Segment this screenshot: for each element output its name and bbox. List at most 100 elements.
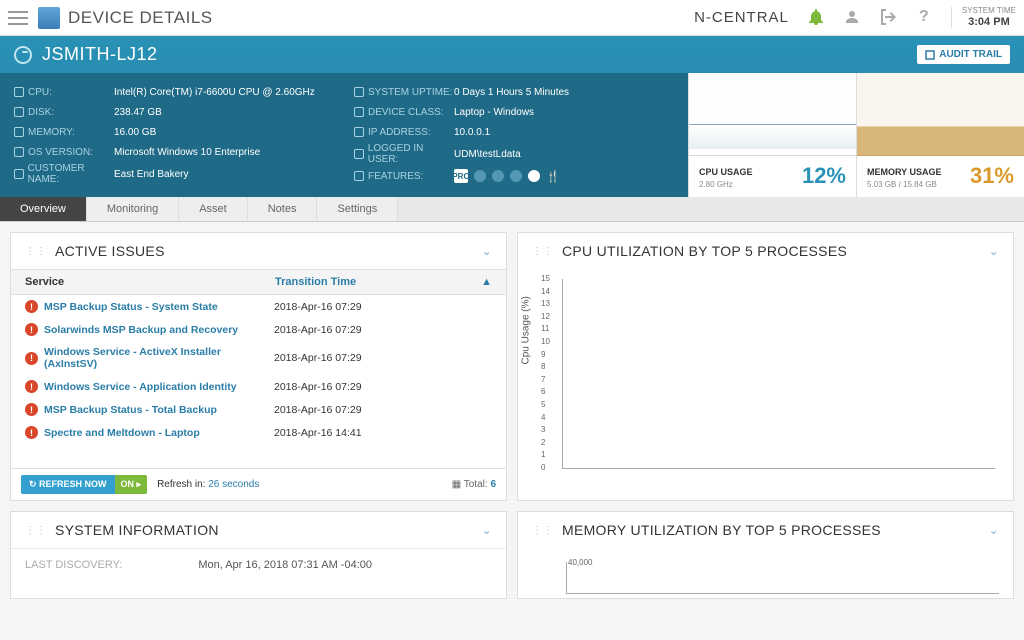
cpu-utilization-panel: ⋮⋮CPU UTILIZATION BY TOP 5 PROCESSES⌄ Cp…	[517, 232, 1014, 501]
device-name: JSMITH-LJ12	[42, 44, 158, 65]
refresh-in-label: Refresh in: 26 seconds	[157, 479, 259, 490]
cpu-icon	[14, 87, 24, 97]
transition-time: 2018-Apr-16 07:29	[274, 352, 362, 364]
auto-refresh-toggle[interactable]: ON ▸	[115, 475, 148, 494]
issues-footer: ↻ REFRESH NOW ON ▸ Refresh in: 26 second…	[11, 468, 506, 500]
error-icon: !	[25, 352, 38, 365]
issues-total: ▦ Total: 6	[452, 479, 496, 490]
collapse-icon[interactable]: ⌄	[989, 244, 999, 258]
memory-utilization-panel: ⋮⋮ MEMORY UTILIZATION BY TOP 5 PROCESSES ⌄…	[517, 511, 1014, 599]
tab-settings[interactable]: Settings	[317, 197, 398, 221]
menu-icon[interactable]	[8, 11, 28, 25]
ytick: 7	[541, 375, 545, 384]
service-link[interactable]: MSP Backup Status - System State	[44, 301, 274, 313]
cpu-usage-pct: 12%	[802, 163, 846, 189]
col-transition-time[interactable]: Transition Time	[275, 276, 481, 288]
device-header: JSMITH-LJ12 AUDIT TRAIL CPU:Intel(R) Cor…	[0, 36, 1024, 197]
memory-usage-widget: MEMORY USAGE5.03 GB / 15.84 GB 31%	[856, 73, 1024, 197]
ytick: 1	[541, 450, 545, 459]
tabs: OverviewMonitoringAssetNotesSettings	[0, 197, 1024, 222]
ytick: 5	[541, 400, 545, 409]
service-link[interactable]: MSP Backup Status - Total Backup	[44, 404, 274, 416]
panel-title: CPU UTILIZATION BY TOP 5 PROCESSES	[562, 243, 847, 259]
drag-handle-icon[interactable]: ⋮⋮	[25, 246, 47, 257]
issues-table-header: Service Transition Time ▲	[11, 269, 506, 295]
active-issues-panel: ⋮⋮ ACTIVE ISSUES ⌄ Service Transition Time…	[10, 232, 507, 501]
panel-title: ACTIVE ISSUES	[55, 243, 165, 259]
table-row: !Windows Service - Application Identity2…	[11, 375, 506, 398]
clock-icon	[14, 46, 32, 64]
drag-handle-icon[interactable]: ⋮⋮	[25, 525, 47, 536]
refresh-now-button[interactable]: ↻ REFRESH NOW	[21, 475, 115, 494]
tab-notes[interactable]: Notes	[248, 197, 318, 221]
memory-chart: 40,000	[518, 548, 1013, 598]
memory-usage-pct: 31%	[970, 163, 1014, 189]
ytick: 11	[541, 324, 549, 333]
transition-time: 2018-Apr-16 14:41	[274, 427, 362, 439]
service-link[interactable]: Windows Service - Application Identity	[44, 381, 274, 393]
customer-icon	[14, 169, 24, 179]
system-time: SYSTEM TIME 3:04 PM	[951, 7, 1016, 28]
bell-icon[interactable]	[807, 8, 825, 26]
ytick: 12	[541, 312, 550, 321]
drag-handle-icon[interactable]: ⋮⋮	[532, 246, 554, 257]
col-service[interactable]: Service	[25, 276, 275, 288]
usage-widgets: CPU USAGE2.80 GHz 12% MEMORY USAGE5.03 G…	[688, 73, 1024, 197]
ytick: 15	[541, 274, 550, 283]
specs-right: SYSTEM UPTIME:0 Days 1 Hours 5 Minutes D…	[340, 73, 660, 197]
disk-icon	[14, 107, 24, 117]
uptime-icon	[354, 87, 364, 97]
ytick: 9	[541, 350, 545, 359]
feature-badges: PRO 🍴	[454, 169, 560, 183]
service-link[interactable]: Spectre and Meltdown - Laptop	[44, 427, 274, 439]
ytick: 14	[541, 287, 550, 296]
pro-badge-icon: PRO	[454, 169, 468, 183]
error-icon: !	[25, 426, 38, 439]
brand-label: N-CENTRAL	[694, 9, 789, 26]
collapse-icon[interactable]: ⌄	[482, 523, 492, 537]
transition-time: 2018-Apr-16 07:29	[274, 404, 362, 416]
ytick: 13	[541, 299, 550, 308]
features-icon	[354, 171, 364, 181]
service-link[interactable]: Windows Service - ActiveX Installer (AxI…	[44, 346, 274, 370]
feature-icon	[492, 170, 504, 182]
table-row: !MSP Backup Status - System State2018-Ap…	[11, 295, 506, 318]
system-information-panel: ⋮⋮ SYSTEM INFORMATION ⌄ LAST DISCOVERY: Mo…	[10, 511, 507, 599]
ip-icon	[354, 127, 364, 137]
audit-trail-button[interactable]: AUDIT TRAIL	[917, 45, 1010, 64]
collapse-icon[interactable]: ⌄	[989, 523, 999, 537]
user-icon[interactable]	[843, 8, 861, 26]
ytick: 8	[541, 362, 545, 371]
panel-title: SYSTEM INFORMATION	[55, 522, 219, 538]
tab-monitoring[interactable]: Monitoring	[87, 197, 179, 221]
tab-overview[interactable]: Overview	[0, 197, 87, 221]
ytick: 2	[541, 438, 545, 447]
ytick: 6	[541, 387, 545, 396]
feature-icon	[510, 170, 522, 182]
ytick: 0	[541, 463, 545, 472]
sort-icon[interactable]: ▲	[481, 276, 492, 288]
panel-title: MEMORY UTILIZATION BY TOP 5 PROCESSES	[562, 522, 881, 538]
last-discovery-row: LAST DISCOVERY: Mon, Apr 16, 2018 07:31 …	[11, 548, 506, 581]
help-icon[interactable]: ?	[915, 8, 933, 26]
tab-asset[interactable]: Asset	[179, 197, 248, 221]
drag-handle-icon[interactable]: ⋮⋮	[532, 525, 554, 536]
feature-icon	[474, 170, 486, 182]
signout-icon[interactable]	[879, 8, 897, 26]
feature-icon: 🍴	[546, 169, 560, 183]
top-bar: DEVICE DETAILS N-CENTRAL ? SYSTEM TIME 3…	[0, 0, 1024, 36]
transition-time: 2018-Apr-16 07:29	[274, 324, 362, 336]
memory-sparkline	[857, 73, 1024, 156]
ytick: 10	[541, 337, 550, 346]
service-link[interactable]: Solarwinds MSP Backup and Recovery	[44, 324, 274, 336]
table-row: ! Windows Service - ActiveX Installer (Ax…	[11, 341, 506, 375]
error-icon: !	[25, 323, 38, 336]
os-icon	[14, 147, 24, 157]
ytick: 4	[541, 413, 545, 422]
memory-icon	[14, 127, 24, 137]
table-row: ! Solarwinds MSP Backup and Recovery2018-…	[11, 318, 506, 341]
collapse-icon[interactable]: ⌄	[482, 244, 492, 258]
user-login-icon	[354, 149, 364, 159]
error-icon: !	[25, 403, 38, 416]
transition-time: 2018-Apr-16 07:29	[274, 381, 362, 393]
